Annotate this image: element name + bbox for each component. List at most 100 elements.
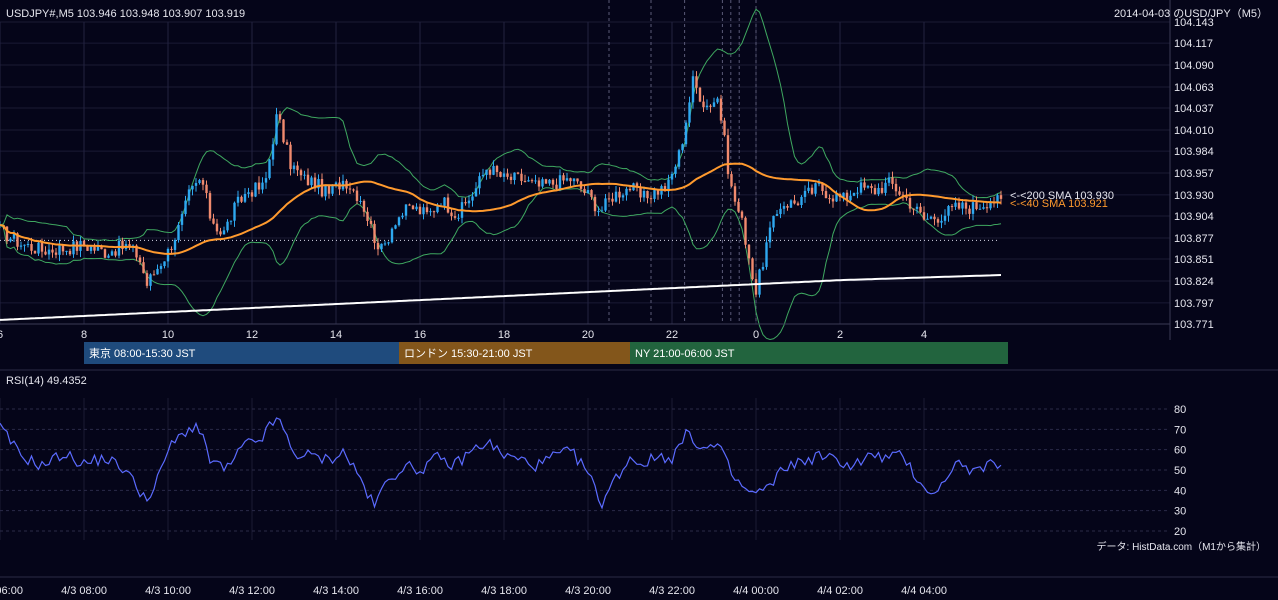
candle-body (565, 178, 569, 181)
candle-body (128, 244, 131, 248)
candle-body (240, 196, 243, 202)
candle-body (873, 188, 877, 195)
candle-body (726, 135, 730, 175)
datetime-tick-label: 4/3 16:00 (397, 585, 443, 597)
candle-body (411, 205, 415, 210)
candle-body (744, 217, 747, 245)
candle-body (485, 169, 488, 175)
rsi-tick-label: 30 (1174, 506, 1186, 518)
candle-body (705, 105, 709, 108)
sma40-line (0, 162, 1002, 255)
candle-body (184, 200, 187, 215)
candle-body (278, 114, 282, 120)
session-block (630, 342, 1008, 364)
price-tick-label: 103.771 (1174, 319, 1214, 331)
candle-body (219, 231, 222, 235)
candle-body (733, 186, 737, 202)
candle-body (425, 207, 429, 213)
candle-body (768, 227, 772, 243)
candle-body (177, 224, 180, 241)
candle-body (306, 174, 310, 186)
datetime-tick-label: 4/4 00:00 (733, 585, 779, 597)
candle-body (408, 204, 411, 206)
candle-body (65, 250, 68, 252)
candle-body (362, 200, 366, 212)
candle-body (901, 194, 905, 196)
candle-body (226, 221, 229, 231)
candle-body (593, 196, 597, 212)
candle-body (845, 192, 849, 201)
candle-body (985, 207, 989, 209)
candle-body (313, 177, 317, 189)
candle-body (810, 187, 814, 194)
candle-body (698, 87, 702, 102)
price-tick-label: 103.851 (1174, 254, 1214, 266)
rsi-tick-label: 40 (1174, 485, 1186, 497)
candle-body (604, 198, 607, 211)
candle-body (607, 198, 611, 200)
candle-body (887, 177, 891, 183)
candle-body (82, 240, 86, 247)
candle-body (712, 102, 716, 107)
candle-body (758, 269, 761, 295)
candle-body (943, 215, 947, 221)
candle-body (471, 196, 474, 201)
candle-body (684, 122, 688, 145)
candle-body (166, 248, 170, 262)
candle-body (397, 217, 401, 226)
candle-body (61, 245, 65, 252)
candle-body (404, 204, 408, 216)
candle-body (796, 203, 800, 206)
candle-body (478, 176, 481, 189)
candle-body (271, 144, 275, 160)
candle-body (747, 244, 751, 259)
candle-body (432, 211, 436, 213)
candle-body (800, 196, 803, 206)
candle-body (310, 177, 313, 186)
price-tick-label: 104.090 (1174, 60, 1214, 72)
rsi-title: RSI(14) 49.4352 (6, 375, 87, 387)
candle-body (530, 180, 534, 182)
candle-body (292, 165, 296, 170)
candle-body (628, 188, 632, 191)
datetime-tick-label: 4/4 04:00 (901, 585, 947, 597)
candle-body (789, 200, 793, 208)
candle-body (646, 190, 649, 199)
rsi-tick-label: 20 (1174, 526, 1186, 538)
rsi-tick-label: 50 (1174, 465, 1186, 477)
candle-body (457, 217, 460, 219)
bollinger-bands (0, 8, 1002, 341)
candle-body (534, 180, 537, 182)
candle-body (348, 188, 352, 190)
candle-body (625, 188, 628, 196)
candle-body (275, 114, 278, 145)
price-tick-label: 103.930 (1174, 190, 1214, 202)
hour-tick-label: 14 (330, 329, 342, 341)
candle-body (786, 206, 789, 208)
candle-body (376, 242, 380, 250)
candle-body (674, 166, 677, 174)
candle-body (37, 242, 40, 254)
candle-body (5, 226, 9, 242)
candle-body (884, 182, 887, 193)
candle-body (149, 274, 152, 286)
candle-body (355, 190, 359, 202)
candle-body (285, 142, 289, 145)
candle-body (614, 191, 618, 202)
candle-body (618, 191, 621, 198)
candle-body (373, 223, 376, 243)
candle-body (761, 266, 765, 270)
candle-body (30, 244, 33, 251)
candle-body (138, 257, 142, 263)
hour-tick-label: 8 (81, 329, 87, 341)
session-label: NY 21:00-06:00 JST (635, 348, 735, 360)
candle-body (19, 245, 23, 247)
candle-body (940, 220, 943, 223)
candle-body (621, 195, 625, 198)
rsi-panel: 80 70 60 50 40 30 20 (0, 404, 1186, 538)
candle-body (201, 180, 205, 185)
rsi-line (0, 417, 1002, 510)
price-tick-label: 103.824 (1174, 276, 1214, 288)
candle-body (366, 211, 369, 221)
candle-body (327, 186, 331, 194)
